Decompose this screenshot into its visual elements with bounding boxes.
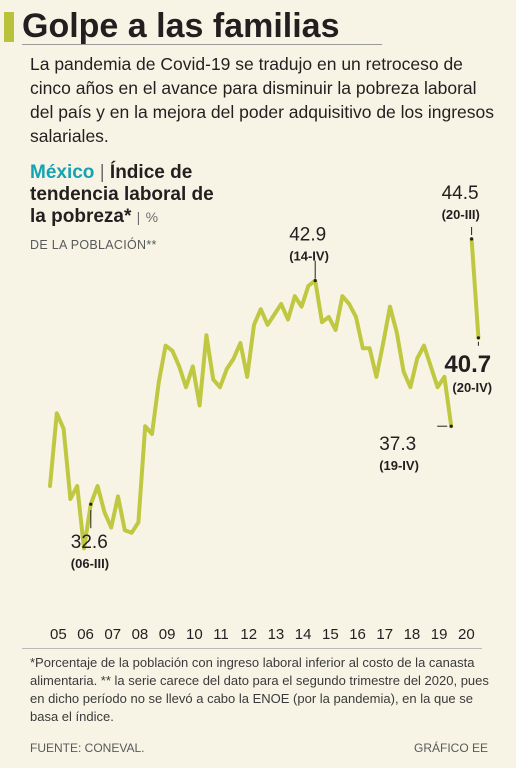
chart-unit: % <box>145 209 159 225</box>
annotation-quarter-19-IV: (19-IV) <box>379 458 419 473</box>
chart-heading: México | Índice de tendencia laboral de … <box>30 162 230 228</box>
series-line-0-segment-0 <box>48 278 454 551</box>
annotation-value-14-IV: 42.9 <box>289 225 326 246</box>
x-tick-label-13: 13 <box>268 626 285 643</box>
title-accent-bar <box>4 12 14 42</box>
annotation-value-19-IV: 37.3 <box>379 434 416 455</box>
annotation-dot-14-IV <box>313 279 317 283</box>
x-tick-label-07: 07 <box>104 626 121 643</box>
source-text: FUENTE: CONEVAL. <box>30 741 145 755</box>
x-tick-label-12: 12 <box>240 626 257 643</box>
annotation-value-20-III: 44.5 <box>442 183 479 204</box>
annotation-quarter-20-IV: (20-IV) <box>452 380 492 395</box>
title-rule <box>22 44 382 45</box>
x-tick-label-09: 09 <box>159 626 176 643</box>
annotation-quarter-06-III: (06-III) <box>71 556 109 571</box>
annotation-dot-19-IV <box>449 424 453 428</box>
chart-subtitle: DE LA POBLACIÓN** <box>30 238 157 252</box>
x-tick-label-20: 20 <box>458 626 475 643</box>
chart-country: México <box>30 162 95 183</box>
annotation-quarter-14-IV: (14-IV) <box>289 249 329 264</box>
credit-text: GRÁFICO EE <box>413 741 488 755</box>
x-tick-label-10: 10 <box>186 626 203 643</box>
axis-rule <box>22 648 482 649</box>
annotation-quarter-20-III: (20-III) <box>442 207 480 222</box>
chart-title: Índice de tendencia laboral de la pobrez… <box>30 162 214 227</box>
page-title: Golpe a las familias <box>22 7 340 45</box>
x-tick-label-17: 17 <box>376 626 393 643</box>
x-tick-label-14: 14 <box>295 626 312 643</box>
x-tick-label-05: 05 <box>50 626 67 643</box>
x-tick-label-15: 15 <box>322 626 339 643</box>
x-tick-label-16: 16 <box>349 626 366 643</box>
footnote: *Porcentaje de la población con ingreso … <box>30 655 489 724</box>
series-line-0-segment-1 <box>469 237 481 340</box>
chart-separator: | <box>99 162 105 183</box>
annotation-dot-06-III <box>89 502 93 506</box>
x-tick-label-18: 18 <box>404 626 421 643</box>
line-chart: 05 06 07 08 09 10 11 12 13 14 15 16 17 18 19 20 32.6 (06-… <box>48 183 492 643</box>
annotation-value-06-III: 32.6 <box>71 532 108 553</box>
annotation-dot-20-IV <box>476 336 480 340</box>
x-tick-label-08: 08 <box>132 626 149 643</box>
annotation-value-20-IV: 40.7 <box>444 351 491 378</box>
x-tick-label-11: 11 <box>213 626 229 643</box>
intro-text: La pandemia de Covid-19 se tradujo en un… <box>30 54 495 146</box>
x-tick-label-19: 19 <box>431 626 448 643</box>
chart-unit-separator: | <box>136 209 141 225</box>
x-tick-label-06: 06 <box>77 626 94 643</box>
annotation-dot-20-III <box>470 237 474 241</box>
